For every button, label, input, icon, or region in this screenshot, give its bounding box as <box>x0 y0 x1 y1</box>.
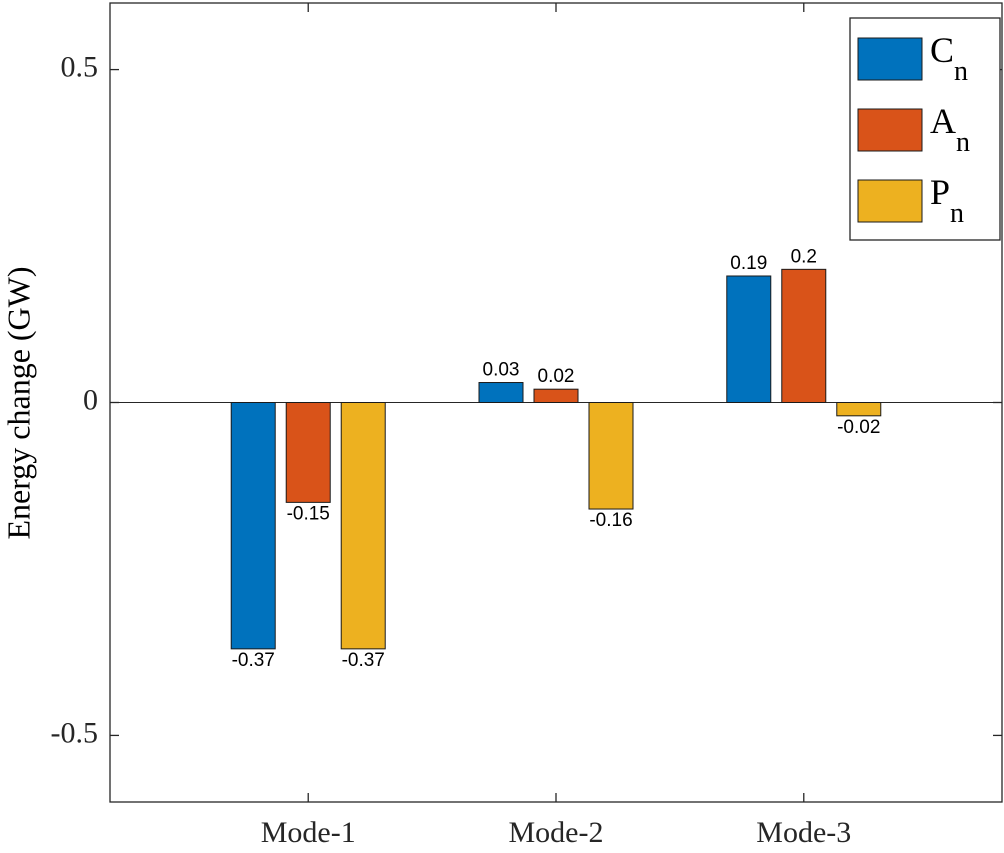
x-tick-label: Mode-3 <box>756 816 851 849</box>
value-label: -0.15 <box>287 503 330 524</box>
legend-label: An <box>930 101 970 158</box>
bar <box>726 275 772 403</box>
y-tick-label: -0.5 <box>51 716 99 749</box>
y-tick-label: 0.5 <box>61 50 99 83</box>
bar <box>836 402 882 417</box>
bar <box>230 402 276 650</box>
y-axis-label: Energy change (GW) <box>0 266 36 539</box>
x-tick-label: Mode-1 <box>261 816 356 849</box>
legend-label: Cn <box>930 30 968 87</box>
value-label: 0.03 <box>483 360 520 381</box>
bar <box>533 388 579 403</box>
value-label: 0.2 <box>791 246 817 267</box>
legend-swatch <box>857 37 923 81</box>
bar <box>285 402 331 503</box>
bar <box>478 382 524 403</box>
value-label: -0.16 <box>589 510 632 531</box>
value-label: -0.02 <box>837 417 880 438</box>
value-label: 0.19 <box>730 253 767 274</box>
value-label: 0.02 <box>538 366 575 387</box>
legend-label: Pn <box>930 172 964 229</box>
value-label: -0.37 <box>232 650 275 671</box>
bar <box>588 402 634 510</box>
x-tick-label: Mode-2 <box>509 816 604 849</box>
legend-swatch <box>857 179 923 223</box>
value-label: -0.37 <box>342 650 385 671</box>
bar <box>340 402 386 650</box>
bar <box>781 268 827 404</box>
y-tick-label: 0 <box>83 383 98 416</box>
legend-swatch <box>857 108 923 152</box>
